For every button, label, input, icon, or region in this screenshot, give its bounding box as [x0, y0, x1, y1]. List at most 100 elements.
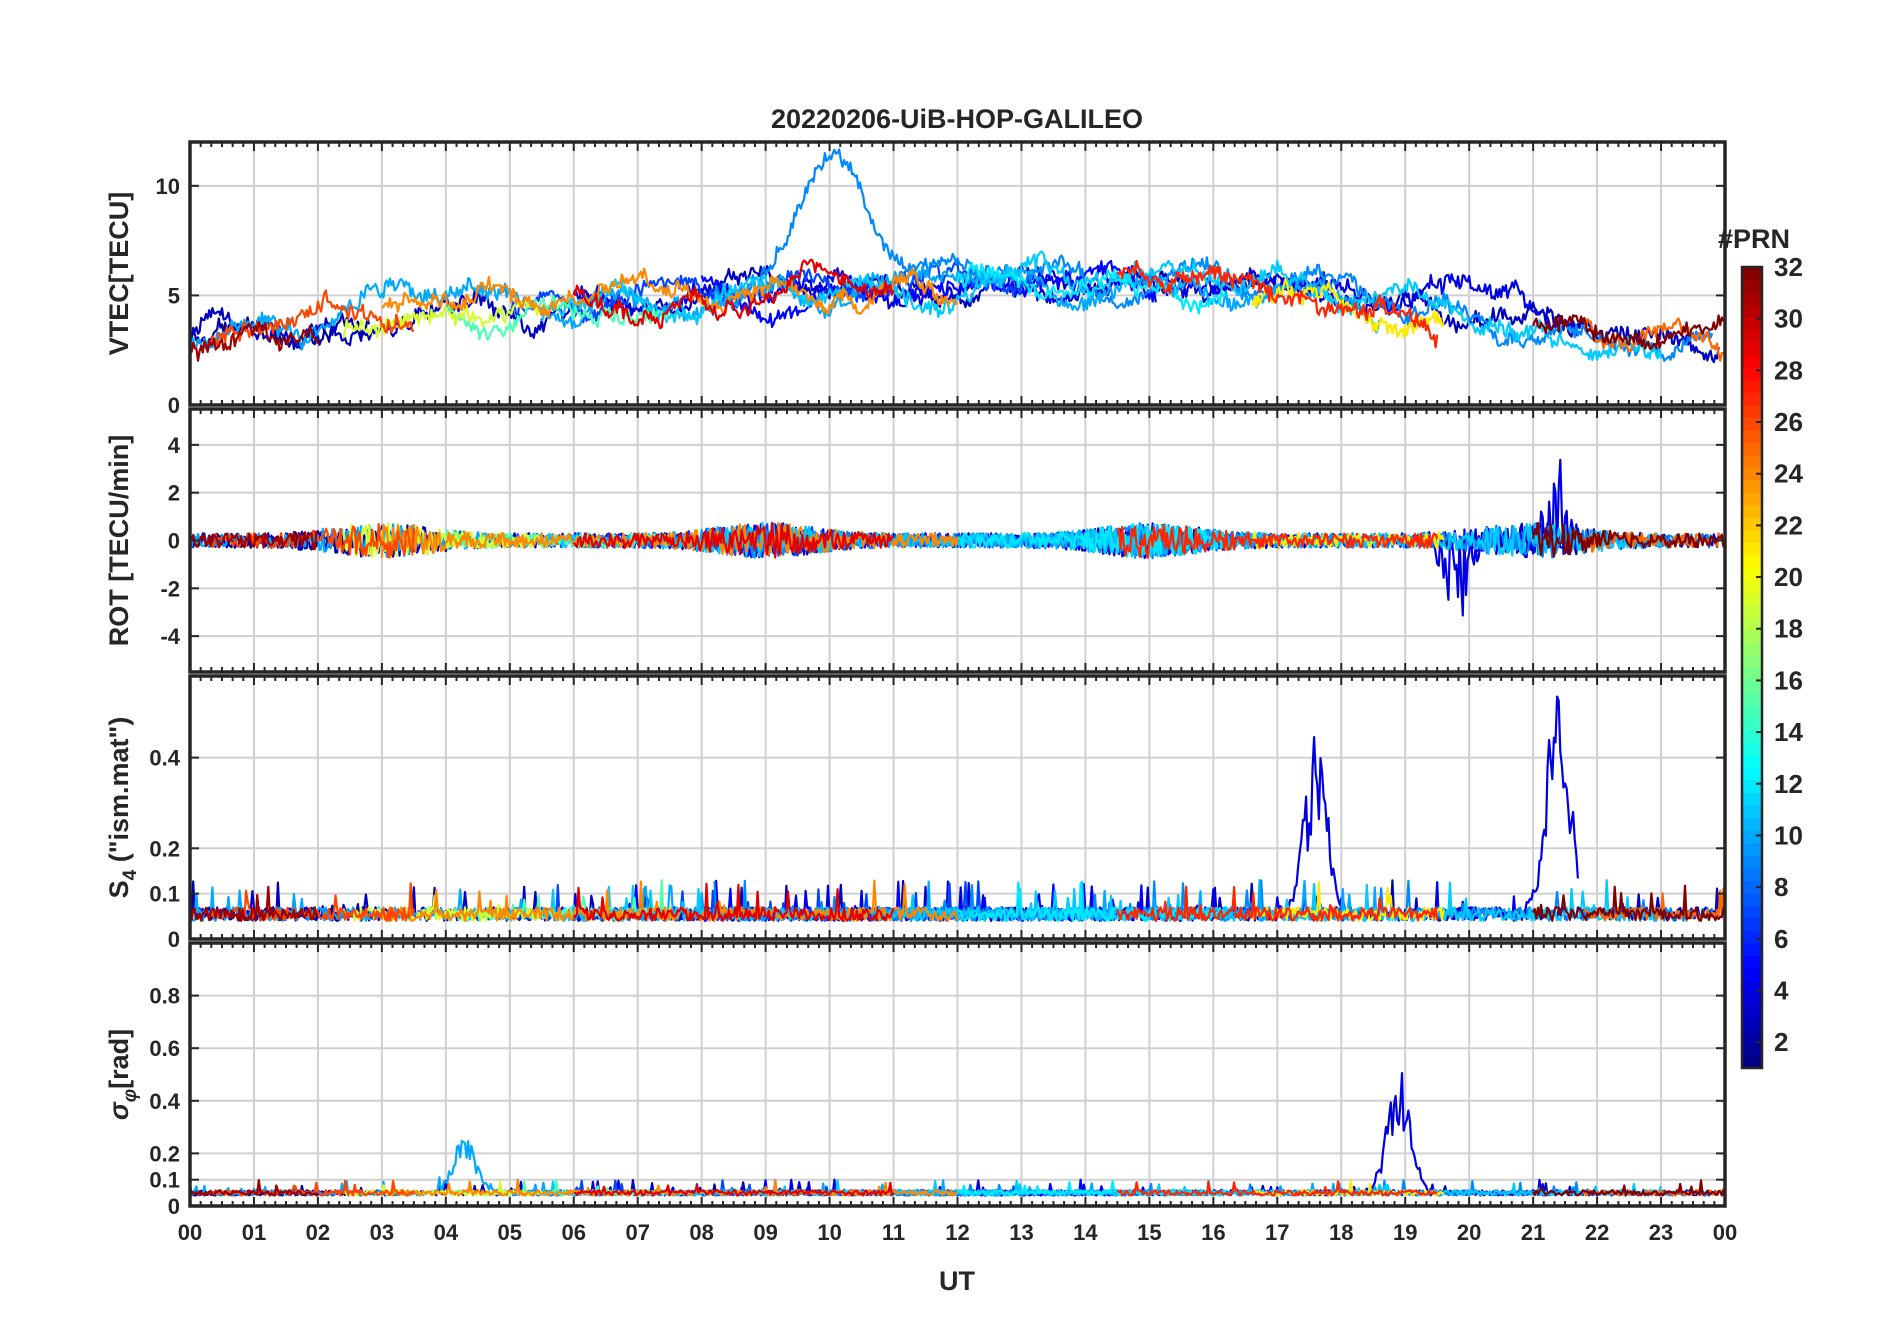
y-tick-label: 2	[168, 481, 180, 506]
colorbar-swatch	[1742, 780, 1762, 794]
colorbar-swatch	[1742, 304, 1762, 318]
colorbar-swatch	[1742, 567, 1762, 581]
colorbar-swatch	[1742, 917, 1762, 931]
panel-vtec: 0 5 10 VTEC[TECU]	[104, 140, 1727, 418]
series-group	[190, 148, 1725, 364]
y-tick-label: 0.2	[149, 836, 180, 861]
x-tick-label: 05	[498, 1220, 522, 1245]
colorbar-label: #PRN	[1718, 224, 1790, 254]
colorbar-swatch	[1742, 279, 1762, 293]
series-line-prn-29	[573, 1181, 895, 1197]
series-line-prn-12	[956, 261, 1228, 315]
colorbar-swatch	[1742, 1042, 1762, 1057]
colorbar-swatch	[1742, 880, 1762, 894]
x-tick-label: 23	[1649, 1220, 1673, 1245]
colorbar-swatch	[1742, 967, 1762, 981]
colorbar-tick-label: 18	[1774, 614, 1803, 644]
colorbar-swatch	[1742, 667, 1762, 681]
colorbar-swatch	[1742, 930, 1762, 944]
colorbar-swatch	[1742, 755, 1762, 769]
y-tick-label: 5	[168, 283, 180, 308]
x-tick-label: 00	[1713, 1220, 1737, 1245]
colorbar-tick-label: 26	[1774, 407, 1803, 437]
x-tick-label: 18	[1329, 1220, 1353, 1245]
panel-frame	[188, 941, 1727, 1208]
y-tick-label: 4	[168, 433, 181, 458]
series-line-prn-4	[572, 695, 1579, 923]
series-line-prn-31	[190, 530, 318, 551]
colorbar-swatch	[1742, 629, 1762, 644]
x-tick-label: 06	[562, 1220, 586, 1245]
colorbar-swatch	[1742, 604, 1762, 619]
colorbar-swatch	[1742, 730, 1762, 744]
colorbar-swatch	[1742, 680, 1762, 694]
y-tick-label: -4	[160, 624, 180, 649]
panel-s4: 0 0.1 0.2 0.4 S4 ("ism.mat")	[104, 674, 1727, 952]
colorbar-swatch	[1742, 404, 1762, 418]
series-line-prn-26	[208, 289, 415, 347]
x-tick-label: 14	[1073, 1220, 1098, 1245]
x-tick-label: 01	[242, 1220, 266, 1245]
colorbar-tick-label: 4	[1774, 975, 1789, 1005]
colorbar-swatch	[1742, 817, 1762, 831]
series-group	[190, 695, 1725, 923]
colorbar-swatch	[1742, 354, 1762, 368]
series-line-prn-29	[572, 882, 895, 922]
colorbar-swatch	[1742, 942, 1762, 956]
colorbar-swatch	[1742, 1055, 1762, 1069]
y-tick-label: 0	[168, 393, 180, 418]
colorbar-tick-label: 32	[1774, 252, 1803, 282]
y-axis-label: ROT [TECU/min]	[104, 435, 134, 646]
panel-sigma: 00.10.2 0.4 0.6 0.8 σφ[rad]	[104, 941, 1727, 1219]
colorbar-tick-label: 10	[1774, 820, 1803, 850]
colorbar-tick-label: 30	[1774, 304, 1803, 334]
colorbar-tick-label: 24	[1774, 459, 1803, 489]
x-tick-label: 09	[753, 1220, 777, 1245]
colorbar-swatch	[1742, 905, 1762, 919]
series-line-prn-31	[190, 320, 319, 362]
colorbar-tick-label: 6	[1774, 924, 1788, 954]
colorbar-swatch	[1742, 654, 1762, 669]
series-line-prn-26	[208, 1179, 415, 1197]
colorbar-swatch	[1742, 367, 1762, 381]
colorbar-swatch	[1742, 1017, 1762, 1032]
y-axis-label: S4 ("ism.mat")	[104, 717, 141, 899]
y-tick-label: 0	[168, 529, 180, 554]
y-tick-label: 0.4	[149, 746, 180, 771]
colorbar-frame	[1740, 265, 1764, 1070]
series-line-prn-32	[1532, 314, 1725, 350]
colorbar-swatch	[1742, 767, 1762, 781]
series-line-prn-27	[1116, 259, 1439, 349]
series-line-prn-29	[572, 521, 895, 559]
colorbar-swatch	[1742, 479, 1762, 493]
series-line-prn-10	[190, 265, 1381, 352]
series-line-prn-24	[381, 267, 959, 319]
series-line-prn-32	[1532, 1179, 1725, 1197]
colorbar-swatch	[1742, 592, 1762, 606]
series-line-prn-4	[573, 1071, 1579, 1197]
series-line-prn-31	[190, 885, 319, 923]
colorbar-tick-label: 20	[1774, 562, 1803, 592]
x-tick-label: 17	[1265, 1220, 1289, 1245]
colorbar-tick-label: 16	[1774, 665, 1803, 695]
series-line-prn-3	[190, 264, 1720, 364]
colorbar-swatch	[1742, 792, 1762, 806]
colorbar-swatch	[1742, 992, 1762, 1007]
y-tick-label: 0.1	[149, 1168, 180, 1193]
colorbar-swatch	[1742, 717, 1762, 731]
colorbar-swatch	[1742, 392, 1762, 406]
colorbar-swatch	[1742, 742, 1762, 756]
x-axis-label: UT	[939, 1266, 975, 1296]
colorbar-swatch	[1742, 842, 1762, 856]
colorbar-swatch	[1742, 267, 1762, 281]
colorbar-swatch	[1742, 517, 1762, 531]
colorbar-swatch	[1742, 805, 1762, 819]
x-tick-label: 21	[1521, 1220, 1545, 1245]
colorbar-swatch	[1742, 830, 1762, 844]
y-tick-label: 10	[156, 174, 180, 199]
y-tick-label: 0.6	[149, 1036, 180, 1061]
colorbar-swatch	[1742, 292, 1762, 306]
colorbar-swatch	[1742, 892, 1762, 906]
colorbar-swatch	[1742, 867, 1762, 881]
y-tick-label: 0.4	[149, 1089, 180, 1114]
